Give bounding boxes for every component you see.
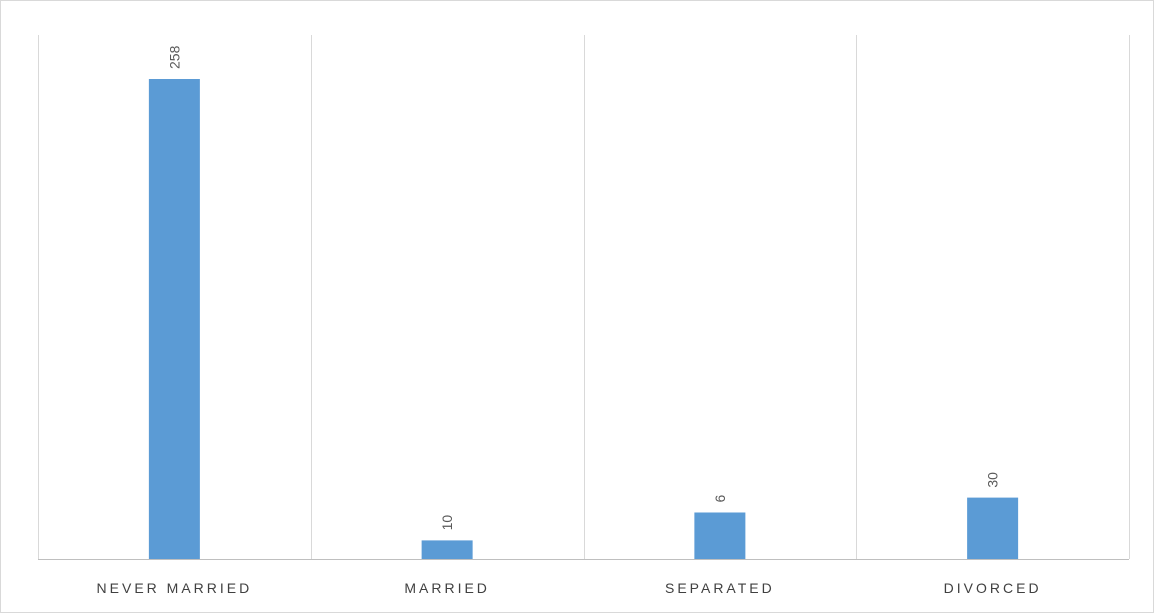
data-label: 6 [712,494,728,502]
data-label: 258 [166,45,182,69]
category-label: DIVORCED [944,580,1042,596]
category-label: MARRIED [404,580,490,596]
bar-never-married [148,79,200,559]
bar-divorced [967,497,1019,559]
category-labels: NEVER MARRIED MARRIED SEPARATED DIVORCED [97,580,1042,596]
data-label: 10 [439,515,455,531]
category-label: SEPARATED [665,580,775,596]
bar-married [421,540,473,559]
data-label: 30 [985,472,1001,488]
category-label: NEVER MARRIED [97,580,253,596]
data-labels: 258 10 6 30 [166,45,1000,530]
bar-separated [694,512,746,559]
bars [148,79,1019,559]
gridlines [38,35,1130,560]
